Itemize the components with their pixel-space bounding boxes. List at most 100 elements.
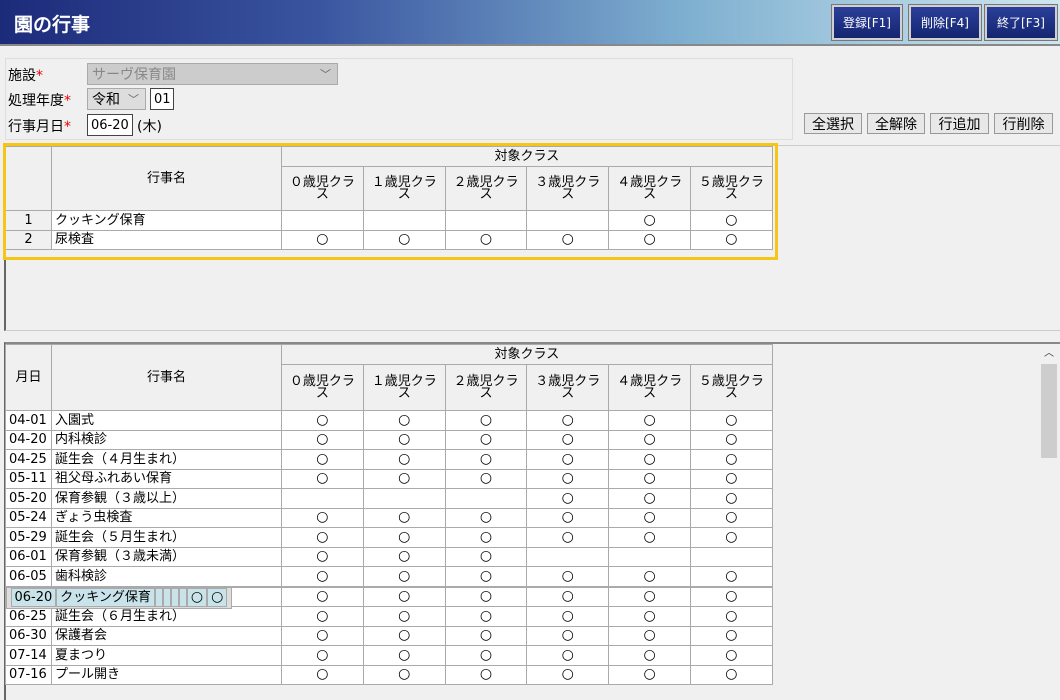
scroll-up-icon[interactable]: ︿ (1044, 348, 1054, 359)
class-mark-cell[interactable]: ○ (689, 664, 773, 685)
table-row[interactable]: 05-11 祖父母ふれあい保育 ○ ○ ○ ○ ○ ○ (5, 468, 773, 489)
table-row[interactable]: 04-25 誕生会（４月生まれ） ○ ○ ○ ○ ○ ○ (5, 449, 773, 470)
class-mark-cell[interactable]: ○ (281, 527, 364, 548)
table-row[interactable]: 2 尿検査 ○ ○ ○ ○ ○ ○ (5, 229, 773, 250)
class-mark-cell[interactable]: ○ (362, 449, 446, 470)
class-mark-cell[interactable]: ○ (608, 664, 691, 685)
table-row[interactable]: 07-14 夏まつり ○ ○ ○ ○ ○ ○ (5, 645, 773, 666)
class-mark-cell[interactable]: ○ (608, 468, 691, 489)
class-mark-cell[interactable]: ○ (689, 606, 773, 627)
class-mark-cell[interactable]: ○ (362, 468, 446, 489)
class-mark-cell[interactable]: ○ (444, 546, 528, 567)
class-mark-cell[interactable]: ○ (526, 645, 610, 666)
class-mark-cell[interactable]: ○ (281, 507, 364, 528)
table-row[interactable]: 06-20 クッキング保育 ○ ○ (5, 586, 233, 609)
class-mark-cell[interactable]: ○ (689, 429, 773, 450)
class-mark-cell[interactable]: ○ (526, 410, 610, 431)
class-mark-cell[interactable]: ○ (526, 586, 610, 607)
class-mark-cell[interactable] (154, 587, 163, 608)
era-select[interactable]: 令和 ﹀ (87, 88, 146, 110)
class-mark-cell[interactable]: ○ (362, 664, 446, 685)
class-mark-cell[interactable]: ○ (608, 449, 691, 470)
class-mark-cell[interactable]: ○ (444, 468, 528, 489)
class-mark-cell[interactable] (444, 210, 528, 231)
select-all-button[interactable]: 全選択 (804, 113, 862, 134)
class-mark-cell[interactable]: ○ (608, 488, 691, 509)
class-mark-cell[interactable]: ○ (526, 507, 610, 528)
class-mark-cell[interactable]: ○ (689, 488, 773, 509)
class-mark-cell[interactable]: ○ (281, 468, 364, 489)
class-mark-cell[interactable] (362, 210, 446, 231)
class-mark-cell[interactable]: ○ (608, 645, 691, 666)
class-mark-cell[interactable]: ○ (608, 625, 691, 646)
class-mark-cell[interactable]: ○ (281, 664, 364, 685)
class-mark-cell[interactable]: ○ (362, 507, 446, 528)
table-row[interactable]: 04-20 内科検診 ○ ○ ○ ○ ○ ○ (5, 429, 773, 450)
class-mark-cell[interactable]: ○ (362, 546, 446, 567)
class-mark-cell[interactable]: ○ (608, 586, 691, 607)
class-mark-cell[interactable]: ○ (689, 625, 773, 646)
class-mark-cell[interactable]: ○ (608, 507, 691, 528)
class-mark-cell[interactable]: ○ (281, 645, 364, 666)
class-mark-cell[interactable] (162, 587, 171, 608)
class-mark-cell[interactable] (281, 210, 364, 231)
class-mark-cell[interactable]: ○ (444, 229, 528, 250)
date-input[interactable]: 06-20 (87, 114, 133, 136)
class-mark-cell[interactable]: ○ (362, 645, 446, 666)
class-mark-cell[interactable]: ○ (444, 625, 528, 646)
class-mark-cell[interactable]: ○ (281, 229, 364, 250)
class-mark-cell[interactable]: ○ (526, 664, 610, 685)
class-mark-cell[interactable]: ○ (526, 566, 610, 587)
class-mark-cell[interactable]: ○ (444, 664, 528, 685)
class-mark-cell[interactable]: ○ (608, 527, 691, 548)
class-mark-cell[interactable] (362, 488, 446, 509)
table-row[interactable]: 05-29 誕生会（５月生まれ） ○ ○ ○ ○ ○ ○ (5, 527, 773, 548)
class-mark-cell[interactable]: ○ (526, 229, 610, 250)
class-mark-cell[interactable] (281, 488, 364, 509)
class-mark-cell[interactable]: ○ (526, 468, 610, 489)
class-mark-cell[interactable]: ○ (362, 586, 446, 607)
class-mark-cell[interactable]: ○ (281, 410, 364, 431)
class-mark-cell[interactable]: ○ (608, 606, 691, 627)
class-mark-cell[interactable]: ○ (689, 527, 773, 548)
class-mark-cell[interactable]: ○ (362, 566, 446, 587)
class-mark-cell[interactable]: ○ (526, 449, 610, 470)
class-mark-cell[interactable] (608, 546, 691, 567)
class-mark-cell[interactable]: ○ (689, 468, 773, 489)
class-mark-cell[interactable]: ○ (362, 410, 446, 431)
class-mark-cell[interactable]: ○ (444, 410, 528, 431)
class-mark-cell[interactable]: ○ (526, 625, 610, 646)
class-mark-cell[interactable]: ○ (689, 507, 773, 528)
class-mark-cell[interactable]: ○ (281, 625, 364, 646)
class-mark-cell[interactable]: ○ (526, 527, 610, 548)
class-mark-cell[interactable]: ○ (608, 410, 691, 431)
table-row[interactable]: 05-20 保育参観（３歳以上） ○ ○ ○ (5, 488, 773, 509)
table-row[interactable]: 06-05 歯科検診 ○ ○ ○ ○ ○ ○ (5, 566, 773, 587)
class-mark-cell[interactable]: ○ (444, 507, 528, 528)
class-mark-cell[interactable]: ○ (281, 429, 364, 450)
table-row[interactable]: 06-25 誕生会（６月生まれ） ○ ○ ○ ○ ○ ○ (5, 606, 773, 627)
class-mark-cell[interactable]: ○ (207, 587, 228, 608)
class-mark-cell[interactable]: ○ (689, 449, 773, 470)
class-mark-cell[interactable]: ○ (444, 429, 528, 450)
class-mark-cell[interactable]: ○ (362, 429, 446, 450)
class-mark-cell[interactable]: ○ (526, 488, 610, 509)
class-mark-cell[interactable]: ○ (689, 645, 773, 666)
class-mark-cell[interactable]: ○ (608, 429, 691, 450)
class-mark-cell[interactable] (526, 210, 610, 231)
clear-all-button[interactable]: 全解除 (867, 113, 925, 134)
class-mark-cell[interactable]: ○ (362, 625, 446, 646)
class-mark-cell[interactable]: ○ (689, 566, 773, 587)
class-mark-cell[interactable]: ○ (186, 587, 208, 608)
class-mark-cell[interactable]: ○ (444, 586, 528, 607)
class-mark-cell[interactable]: ○ (281, 606, 364, 627)
class-mark-cell[interactable]: ○ (362, 527, 446, 548)
class-mark-cell[interactable]: ○ (281, 449, 364, 470)
class-mark-cell[interactable]: ○ (526, 606, 610, 627)
class-mark-cell[interactable]: ○ (281, 566, 364, 587)
table-row[interactable]: 06-01 保育参観（３歳未満） ○ ○ ○ (5, 546, 773, 567)
class-mark-cell[interactable]: ○ (281, 586, 364, 607)
year-input[interactable]: 01 (150, 88, 174, 110)
class-mark-cell[interactable] (526, 546, 610, 567)
table-row[interactable]: 1 クッキング保育 ○ ○ (5, 210, 773, 231)
